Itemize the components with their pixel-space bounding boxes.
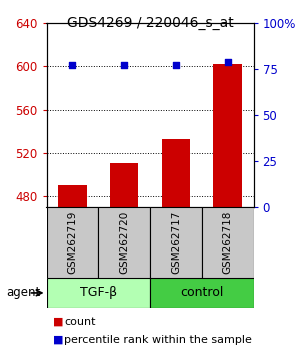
Point — [225, 59, 230, 64]
Bar — [58, 185, 87, 207]
Bar — [162, 139, 190, 207]
Bar — [46, 207, 98, 278]
Text: TGF-β: TGF-β — [80, 286, 117, 299]
Text: ■: ■ — [52, 317, 63, 327]
Text: count: count — [64, 317, 96, 327]
Text: GDS4269 / 220046_s_at: GDS4269 / 220046_s_at — [67, 16, 233, 30]
Bar — [98, 207, 150, 278]
Bar — [110, 163, 138, 207]
Point — [122, 63, 127, 68]
Text: percentile rank within the sample: percentile rank within the sample — [64, 335, 252, 345]
Text: GSM262717: GSM262717 — [171, 211, 181, 274]
Text: GSM262720: GSM262720 — [119, 211, 129, 274]
Bar — [46, 278, 150, 308]
Bar — [150, 207, 202, 278]
Text: ■: ■ — [52, 335, 63, 345]
Text: agent: agent — [6, 286, 40, 299]
Text: GSM262718: GSM262718 — [223, 211, 232, 274]
Bar — [150, 278, 254, 308]
Text: control: control — [180, 286, 224, 299]
Text: GSM262719: GSM262719 — [68, 211, 77, 274]
Point — [70, 63, 75, 68]
Point — [173, 63, 178, 68]
Bar — [213, 64, 242, 207]
Bar — [202, 207, 254, 278]
